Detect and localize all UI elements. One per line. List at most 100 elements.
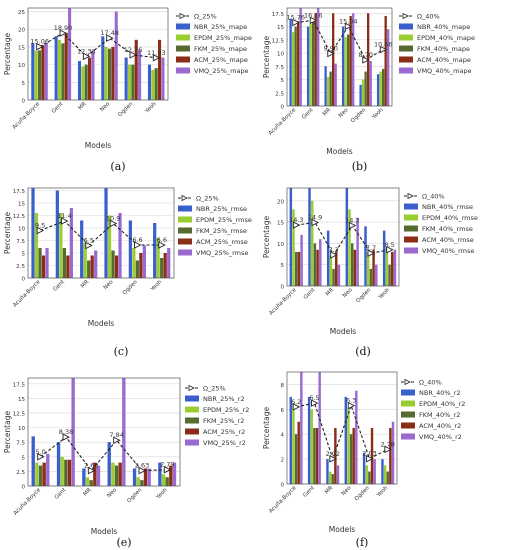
- omega-value-label: 7.3: [328, 246, 338, 254]
- bar: [385, 247, 389, 286]
- bar: [291, 31, 295, 106]
- legend-entry: VMQ_40%_rmse: [422, 247, 474, 255]
- bar: [352, 428, 355, 484]
- bar: [344, 37, 347, 107]
- x-tick-label: Acuña-Boyce: [12, 101, 42, 131]
- x-tick-label: Yeoh: [371, 107, 385, 121]
- y-tick-label: 2.5: [275, 91, 284, 97]
- bar: [169, 465, 173, 486]
- bar: [326, 76, 330, 106]
- x-tick-label: MR: [80, 279, 90, 289]
- omega-marker: [163, 465, 172, 474]
- legend-entry: ACM_40%_r2: [419, 422, 461, 430]
- panel-caption: (c): [114, 345, 129, 358]
- omega-value-label: 15.76: [286, 14, 305, 22]
- y-tick-label: 10: [277, 242, 284, 248]
- bar: [294, 26, 297, 106]
- bar: [140, 480, 144, 486]
- omega-marker: [134, 241, 142, 249]
- bar: [344, 396, 347, 484]
- bar: [308, 188, 311, 286]
- legend-swatch: [176, 45, 190, 52]
- bar: [160, 258, 164, 278]
- panel-caption: (a): [110, 160, 125, 173]
- x-tick-label: MR: [82, 487, 92, 497]
- legend-swatch: [178, 227, 192, 234]
- bar: [309, 23, 312, 106]
- omega-value-label: 10.66: [374, 41, 393, 49]
- bar: [332, 268, 335, 286]
- omega-marker: [379, 45, 388, 54]
- bar: [67, 459, 72, 486]
- omega-value-label: 6.5: [309, 394, 319, 402]
- bar: [90, 255, 94, 278]
- plot-frame: [27, 377, 181, 487]
- bar: [307, 396, 311, 484]
- x-tick-label: Ogden: [355, 287, 372, 304]
- legend-swatch: [401, 411, 415, 418]
- bar: [111, 250, 115, 278]
- y-tick-label: 5: [281, 263, 285, 269]
- omega-line: [39, 220, 162, 247]
- legend-swatch: [399, 23, 413, 30]
- omega-value-label: 12.33: [77, 47, 96, 55]
- legend-swatch: [401, 433, 415, 440]
- bar: [329, 71, 332, 106]
- x-tick-label: Ogden: [350, 107, 367, 124]
- bar: [172, 462, 177, 486]
- bar: [68, 8, 72, 100]
- y-tick-label: 10: [277, 52, 284, 58]
- omega-marker: [386, 246, 394, 254]
- bar: [143, 468, 148, 486]
- legend-swatch: [404, 247, 418, 254]
- bar: [158, 39, 162, 100]
- legend-marker-swatch: [404, 378, 411, 386]
- legend-entry: Ω_40%: [417, 13, 440, 21]
- omega-marker: [106, 34, 114, 42]
- legend-marker-swatch: [402, 12, 409, 20]
- bar: [368, 471, 371, 484]
- plot-frame: [286, 7, 393, 107]
- panel-caption: (b): [352, 160, 368, 173]
- bar: [384, 15, 387, 106]
- omega-marker: [292, 18, 300, 27]
- omega-marker: [36, 42, 44, 51]
- bar: [335, 251, 338, 286]
- omega-value-label: 2.63: [84, 462, 98, 470]
- omega-marker: [309, 16, 318, 25]
- omega-value-label: 10.9: [106, 215, 120, 223]
- x-tick-label: Gent: [52, 279, 66, 293]
- bar: [306, 26, 310, 106]
- omega-marker: [62, 433, 71, 441]
- bar: [163, 253, 167, 278]
- bar: [132, 248, 136, 278]
- y-tick-label: 12.5: [13, 412, 26, 418]
- bar: [118, 213, 122, 278]
- bar: [111, 46, 115, 100]
- omega-marker: [311, 218, 320, 227]
- bar: [300, 372, 303, 484]
- legend-entry: NBR_40%_r2: [419, 389, 461, 397]
- x-axis-title: Models: [88, 319, 115, 328]
- bar: [101, 36, 105, 100]
- bar: [331, 474, 334, 484]
- omega-line: [39, 32, 157, 59]
- omega-marker: [347, 401, 356, 410]
- bar: [89, 480, 93, 486]
- bar: [311, 21, 315, 107]
- chart-panel-5: 0 2.5 5 7.5 10 12.5 15 17.5 5.0 8.38 2.63 7.84 2.63 2…: [3, 377, 249, 549]
- chart-panel-1: 0 5 10 15 20 25 15.06 18.90 12.33 17.48 12.76 11.93…: [3, 7, 252, 173]
- omega-value-label: 12.76: [124, 46, 143, 54]
- legend-swatch: [401, 422, 415, 429]
- legend-entry: Ω_25%: [194, 13, 217, 21]
- omega-value-label: 2.03: [362, 450, 376, 458]
- bar: [34, 213, 39, 278]
- bar: [151, 69, 155, 100]
- omega-marker: [158, 241, 166, 249]
- omega-marker: [348, 221, 357, 230]
- y-tick-label: 20: [18, 28, 25, 34]
- legend-swatch: [185, 395, 199, 402]
- omega-marker: [61, 217, 69, 225]
